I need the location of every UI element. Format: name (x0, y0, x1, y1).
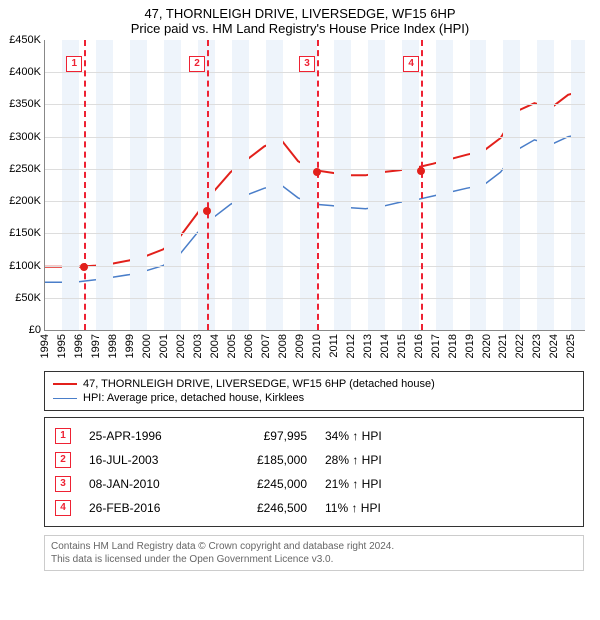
x-tick-label: 1998 (107, 334, 119, 358)
transactions-table: 125-APR-1996£97,99534% ↑ HPI216-JUL-2003… (44, 417, 584, 527)
x-tick-label: 2018 (447, 334, 459, 358)
x-tick-label: 2010 (311, 334, 323, 358)
transaction-row: 426-FEB-2016£246,50011% ↑ HPI (55, 496, 573, 520)
y-tick-label: £250K (9, 163, 41, 175)
legend-item: HPI: Average price, detached house, Kirk… (53, 391, 575, 405)
chart-title-line2: Price paid vs. HM Land Registry's House … (0, 21, 600, 40)
x-tick-label: 2009 (294, 334, 306, 358)
x-tick-label: 2017 (430, 334, 442, 358)
x-tick-label: 2019 (464, 334, 476, 358)
y-tick-label: £200K (9, 195, 41, 207)
x-tick-label: 1997 (90, 334, 102, 358)
x-tick-label: 2013 (362, 334, 374, 358)
marker-box: 1 (66, 56, 82, 72)
x-tick-label: 2003 (192, 334, 204, 358)
transaction-row: 216-JUL-2003£185,00028% ↑ HPI (55, 448, 573, 472)
x-tick-label: 1994 (39, 334, 51, 358)
transaction-row: 308-JAN-2010£245,00021% ↑ HPI (55, 472, 573, 496)
chart-title-line1: 47, THORNLEIGH DRIVE, LIVERSEDGE, WF15 6… (0, 0, 600, 21)
y-tick-label: £150K (9, 227, 41, 239)
x-tick-label: 2024 (548, 334, 560, 358)
y-tick-label: £300K (9, 131, 41, 143)
marker-box: 4 (403, 56, 419, 72)
marker-box: 3 (299, 56, 315, 72)
chart-container: 47, THORNLEIGH DRIVE, LIVERSEDGE, WF15 6… (0, 0, 600, 620)
x-tick-label: 2012 (345, 334, 357, 358)
x-tick-label: 2005 (226, 334, 238, 358)
x-tick-label: 2008 (277, 334, 289, 358)
x-tick-label: 2025 (565, 334, 577, 358)
x-tick-label: 1996 (73, 334, 85, 358)
x-tick-label: 2006 (243, 334, 255, 358)
x-tick-label: 2001 (158, 334, 170, 358)
plot-region: £0£50K£100K£150K£200K£250K£300K£350K£400… (44, 40, 585, 331)
y-tick-label: £350K (9, 98, 41, 110)
x-tick-label: 2000 (141, 334, 153, 358)
x-tick-label: 2004 (209, 334, 221, 358)
marker-box: 2 (189, 56, 205, 72)
legend-item: 47, THORNLEIGH DRIVE, LIVERSEDGE, WF15 6… (53, 377, 575, 391)
x-tick-label: 2014 (379, 334, 391, 358)
footer-line1: Contains HM Land Registry data © Crown c… (51, 540, 577, 553)
x-tick-label: 1999 (124, 334, 136, 358)
x-tick-label: 2020 (481, 334, 493, 358)
transaction-row: 125-APR-1996£97,99534% ↑ HPI (55, 424, 573, 448)
chart-area: £0£50K£100K£150K£200K£250K£300K£350K£400… (44, 40, 584, 331)
y-tick-label: £450K (9, 34, 41, 46)
x-tick-label: 2002 (175, 334, 187, 358)
x-tick-label: 2022 (514, 334, 526, 358)
x-tick-label: 2023 (531, 334, 543, 358)
attribution: Contains HM Land Registry data © Crown c… (44, 535, 584, 571)
footer-line2: This data is licensed under the Open Gov… (51, 553, 577, 566)
y-tick-label: £50K (15, 292, 41, 304)
x-tick-label: 2021 (497, 334, 509, 358)
x-tick-label: 2016 (413, 334, 425, 358)
x-tick-label: 2007 (260, 334, 272, 358)
x-tick-label: 1995 (56, 334, 68, 358)
y-tick-label: £400K (9, 66, 41, 78)
x-tick-label: 2011 (328, 334, 340, 358)
legend: 47, THORNLEIGH DRIVE, LIVERSEDGE, WF15 6… (44, 371, 584, 411)
y-tick-label: £100K (9, 260, 41, 272)
x-tick-label: 2015 (396, 334, 408, 358)
